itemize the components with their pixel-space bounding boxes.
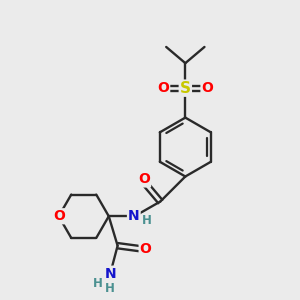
Text: O: O [157,81,169,95]
Text: O: O [53,209,65,223]
Text: N: N [128,209,140,223]
Text: S: S [180,81,191,96]
Text: H: H [93,277,103,290]
Text: N: N [104,267,116,281]
Text: O: O [138,172,150,186]
Text: O: O [140,242,152,256]
Text: H: H [142,214,152,227]
Text: O: O [202,81,213,95]
Text: H: H [105,282,115,295]
